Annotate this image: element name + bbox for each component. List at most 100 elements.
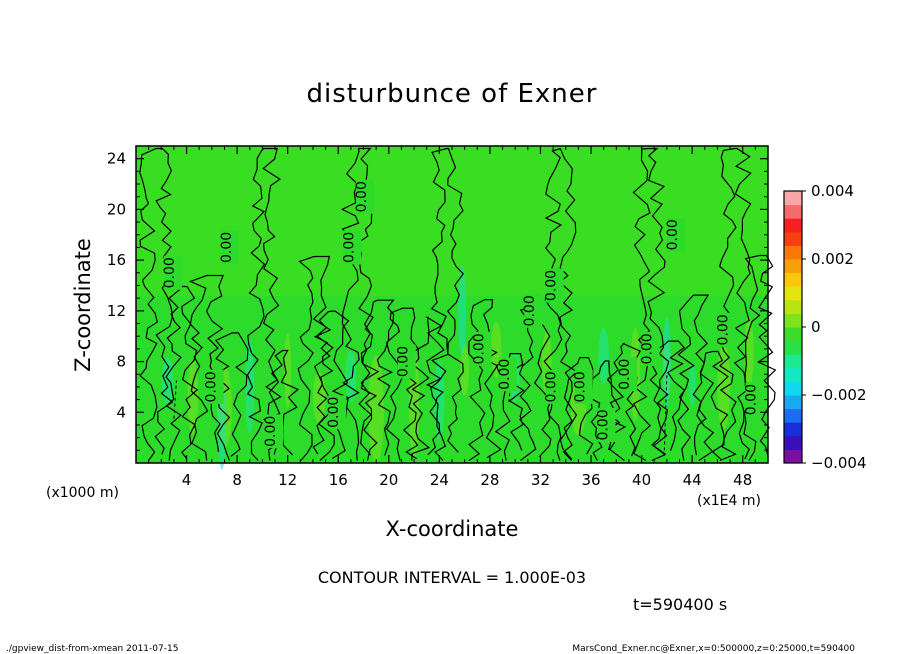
contour-label-bg bbox=[356, 179, 375, 214]
colorbar-swatch bbox=[784, 422, 802, 437]
y-tick-label: 8 bbox=[116, 353, 126, 371]
x-tick-label: 20 bbox=[379, 471, 398, 489]
x-tick-label: 24 bbox=[430, 471, 449, 489]
colorbar-tick-label: 0 bbox=[811, 318, 821, 336]
x-axis: 4 8 12 16 20 24 28 32 36 40 44 48 bbox=[148, 146, 756, 489]
colorbar-swatch bbox=[784, 408, 802, 423]
colorbar-tick-label: 0.002 bbox=[811, 250, 854, 268]
contour-label: 0.00 bbox=[219, 232, 235, 263]
negative-contour bbox=[663, 374, 668, 451]
contour-line bbox=[430, 147, 464, 461]
contour-line bbox=[543, 147, 578, 461]
contour-label: 0.00 bbox=[716, 314, 732, 345]
colorbar: 0.004 0.002 0 −0.002 −0.004 bbox=[783, 182, 867, 472]
anomaly-patch bbox=[598, 327, 610, 385]
contour-line bbox=[696, 350, 729, 462]
footer-left: ./gpview_dist-from-xmean 2011-07-15 bbox=[6, 644, 178, 654]
contour-label: 0.00 bbox=[743, 384, 759, 415]
x-tick-label: 4 bbox=[182, 471, 192, 489]
time-label: t=590400 s bbox=[633, 595, 727, 614]
contour-label-bg bbox=[163, 255, 182, 290]
y-tick-label: 12 bbox=[107, 302, 126, 320]
colorbar-swatch bbox=[784, 218, 802, 233]
contour-label-bg bbox=[524, 293, 543, 328]
contour-line bbox=[360, 299, 395, 461]
anomaly-patch bbox=[368, 355, 384, 464]
x-tick-label: 12 bbox=[278, 471, 297, 489]
contour-label: 0.00 bbox=[665, 219, 681, 250]
x-tick-label: 36 bbox=[581, 471, 600, 489]
contour-line bbox=[297, 255, 332, 461]
contour-line bbox=[468, 299, 502, 462]
contour-label-bg bbox=[473, 331, 492, 366]
x-tick-label: 40 bbox=[632, 471, 651, 489]
anomaly-patch bbox=[161, 357, 174, 406]
y-axis-label: Z-coordinate bbox=[71, 238, 95, 372]
colorbar-swatch bbox=[784, 313, 802, 328]
contour-label-bg bbox=[597, 407, 616, 442]
colorbar-swatch bbox=[784, 381, 802, 396]
contour-line bbox=[139, 147, 174, 461]
plot-area: 0.00 0.00 0.00 0.00 0.00 0.00 0.00 0.00 0.00 0.00… bbox=[135, 145, 777, 470]
colorbar-swatch bbox=[784, 327, 802, 342]
contour-interval-text: CONTOUR INTERVAL = 1.000E-03 bbox=[318, 568, 586, 587]
upper-field-band bbox=[136, 146, 768, 296]
y-axis: 4 8 12 16 20 24 bbox=[107, 150, 768, 451]
x-tick-label: 44 bbox=[683, 471, 702, 489]
contour-label: 0.00 bbox=[617, 359, 633, 390]
x-tick-label: 16 bbox=[329, 471, 348, 489]
contour-label: 0.00 bbox=[544, 270, 560, 301]
contour-label-bg bbox=[220, 230, 239, 265]
contour-label-bg bbox=[745, 382, 764, 417]
contour-line bbox=[340, 147, 374, 461]
anomaly-patch bbox=[662, 316, 671, 407]
contour-line bbox=[494, 353, 525, 461]
contour-label-bg bbox=[666, 217, 685, 252]
colorbar-swatch bbox=[784, 367, 802, 382]
contour-label: 0.00 bbox=[595, 409, 611, 440]
colorbar-swatch bbox=[784, 449, 802, 464]
y-tick-label: 24 bbox=[107, 150, 126, 168]
colorbar-tick-label: −0.004 bbox=[811, 454, 867, 472]
contour-label-bg bbox=[545, 369, 564, 404]
x-tick-label: 28 bbox=[480, 471, 499, 489]
colorbar-swatch bbox=[784, 231, 802, 246]
colorbar-swatch bbox=[784, 191, 802, 206]
contour-label: 0.00 bbox=[354, 181, 370, 212]
contour-label: 0.00 bbox=[204, 371, 220, 402]
contour-label-bg bbox=[328, 395, 347, 430]
chart-title: disturbunce of Exner bbox=[307, 79, 598, 109]
colorbar-swatch bbox=[784, 354, 802, 369]
colorbar-swatch bbox=[784, 245, 802, 260]
contour-line bbox=[562, 357, 594, 461]
contour-label: 0.00 bbox=[396, 346, 412, 377]
footer-right: MarsCond_Exner.nc@Exner,x=0:500000,z=0:2… bbox=[572, 644, 855, 654]
colorbar-swatch bbox=[784, 395, 802, 410]
contour-label: 0.00 bbox=[162, 257, 178, 288]
y-tick-label: 4 bbox=[116, 403, 126, 421]
anomaly-patch bbox=[744, 316, 754, 388]
contour-label-bg bbox=[618, 357, 637, 392]
colorbar-swatch bbox=[784, 435, 802, 450]
contour-label: 0.00 bbox=[497, 359, 513, 390]
x-axis-label: X-coordinate bbox=[386, 517, 519, 541]
contour-label-bg bbox=[498, 357, 517, 392]
contour-label-bg bbox=[343, 230, 362, 265]
x-tick-label: 32 bbox=[531, 471, 550, 489]
contour-label: 0.00 bbox=[522, 295, 538, 326]
contour-labels: 0.00 0.00 0.00 0.00 0.00 0.00 0.00 0.00 0.00 0.00… bbox=[162, 179, 764, 449]
x-tick-label: 8 bbox=[232, 471, 242, 489]
contour-label-bg bbox=[717, 312, 736, 347]
colorbar-swatch bbox=[784, 259, 802, 274]
contour-line bbox=[411, 316, 445, 461]
contour-line bbox=[651, 340, 686, 462]
contour-line bbox=[385, 307, 420, 461]
contour-label-bg bbox=[574, 369, 593, 404]
contour-label-bg bbox=[397, 344, 416, 379]
colorbar-swatch bbox=[784, 286, 802, 301]
contour-label: 0.00 bbox=[326, 397, 342, 428]
contour-label-bg bbox=[265, 414, 284, 449]
y-tick-label: 16 bbox=[107, 251, 126, 269]
x-tick-label: 48 bbox=[733, 471, 752, 489]
